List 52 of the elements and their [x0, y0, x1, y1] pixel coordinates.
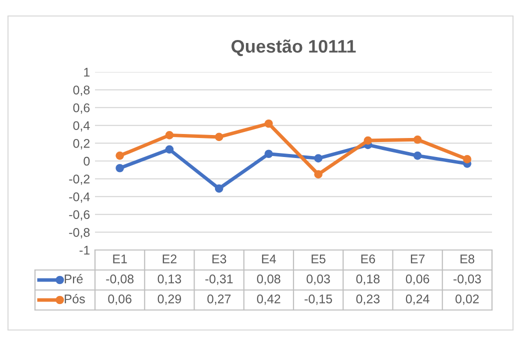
legend-label: Pré: [64, 274, 83, 284]
point: [463, 155, 472, 164]
data-label: 0,29: [158, 294, 182, 305]
x-tick-label: E2: [162, 254, 176, 264]
data-label: 0,23: [356, 294, 380, 305]
data-label: 0,08: [257, 274, 280, 285]
x-tick-label: E3: [212, 254, 226, 264]
point: [165, 145, 174, 154]
point: [413, 151, 422, 160]
y-tick-label: -0,4: [69, 192, 90, 203]
data-label: -0,15: [304, 294, 332, 305]
data-label: 0,02: [456, 294, 479, 305]
y-tick-label: 0,6: [73, 103, 90, 114]
data-label: 0,42: [257, 294, 280, 305]
legend-label: Pós: [64, 294, 85, 304]
point: [165, 131, 174, 140]
y-tick-label: 0,8: [73, 86, 90, 96]
y-tick-label: 0,4: [73, 121, 90, 132]
point: [314, 170, 322, 179]
point: [264, 119, 273, 128]
data-label: -0,08: [106, 274, 134, 285]
data-label: 0,27: [207, 294, 231, 305]
point: [116, 151, 124, 160]
x-tick-label: E1: [113, 254, 127, 264]
data-label: 0,03: [306, 274, 330, 285]
data-label: 0,18: [356, 274, 380, 285]
y-tick-label: 0: [84, 156, 90, 166]
y-tick-label: -1: [80, 246, 90, 255]
y-tick-label: -0,8: [69, 228, 90, 238]
y-tick-label: -0,6: [69, 210, 90, 221]
y-tick-label: 0,2: [73, 139, 90, 150]
data-label: 0,06: [108, 294, 132, 305]
point: [214, 132, 224, 142]
x-tick-label: E6: [361, 254, 376, 264]
data-label: 0,13: [158, 274, 182, 285]
x-tick-label: E5: [312, 254, 326, 264]
data-label: 0,24: [406, 294, 430, 305]
x-tick-label: E8: [460, 254, 474, 264]
data-label: 0,06: [406, 274, 430, 285]
point: [413, 135, 422, 144]
data-label: -0,03: [454, 274, 481, 285]
y-tick-label: 1: [84, 68, 90, 77]
data-label: -0,31: [205, 274, 233, 285]
x-tick-label: E7: [410, 254, 425, 264]
point: [264, 150, 273, 158]
x-tick-label: E4: [262, 254, 276, 264]
y-tick-label: -0,2: [69, 174, 90, 185]
point: [116, 164, 124, 172]
point: [314, 154, 322, 162]
chart-title: Questão 10111: [232, 40, 356, 56]
point: [364, 136, 372, 145]
point: [214, 184, 224, 193]
